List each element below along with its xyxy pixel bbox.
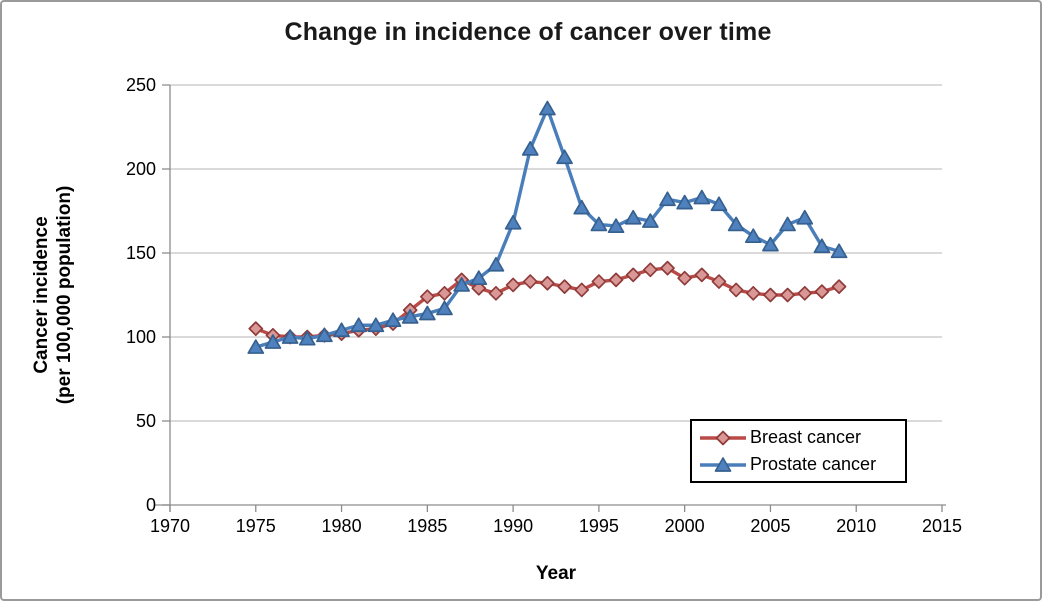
svg-text:0: 0	[146, 495, 156, 515]
legend: Breast cancer Prostate cancer	[690, 419, 907, 483]
svg-text:2000: 2000	[665, 516, 705, 536]
svg-text:1970: 1970	[150, 516, 190, 536]
y-axis-title: Cancer incidence (per 100,000 population…	[30, 155, 76, 435]
axes	[154, 84, 946, 512]
chart-title: Change in incidence of cancer over time	[284, 18, 772, 46]
legend-label-breast-cancer: Breast cancer	[750, 427, 862, 447]
svg-text:1995: 1995	[579, 516, 619, 536]
y-tick-labels: 0 50 100 150 200 250	[126, 75, 156, 515]
svg-text:2005: 2005	[750, 516, 790, 536]
svg-text:250: 250	[126, 75, 156, 95]
x-tick-labels: 1970 1975 1980 1985 1990 1995 2000 2005 2010 2015	[150, 516, 962, 536]
legend-item-breast-cancer: Breast cancer	[698, 427, 905, 448]
svg-text:1985: 1985	[407, 516, 447, 536]
breast-cancer-legend-marker	[700, 430, 746, 445]
svg-text:50: 50	[136, 411, 156, 431]
y-axis-title-line1: Cancer incidence	[31, 216, 52, 374]
prostate-cancer-series-line	[254, 106, 841, 349]
legend-label-prostate-cancer: Prostate cancer	[750, 454, 877, 474]
x-axis-title: Year	[535, 563, 577, 584]
y-axis-title-line2: (per 100,000 population)	[54, 185, 75, 405]
svg-text:150: 150	[126, 243, 156, 263]
legend-item-prostate-cancer: Prostate cancer	[698, 454, 905, 475]
prostate-cancer-markers	[247, 100, 848, 354]
svg-text:200: 200	[126, 159, 156, 179]
prostate-cancer-legend-marker	[700, 456, 746, 472]
svg-text:100: 100	[126, 327, 156, 347]
svg-text:2015: 2015	[922, 516, 962, 536]
svg-text:2010: 2010	[836, 516, 876, 536]
svg-text:1990: 1990	[493, 516, 533, 536]
svg-text:1980: 1980	[322, 516, 362, 536]
svg-text:1975: 1975	[236, 516, 276, 536]
